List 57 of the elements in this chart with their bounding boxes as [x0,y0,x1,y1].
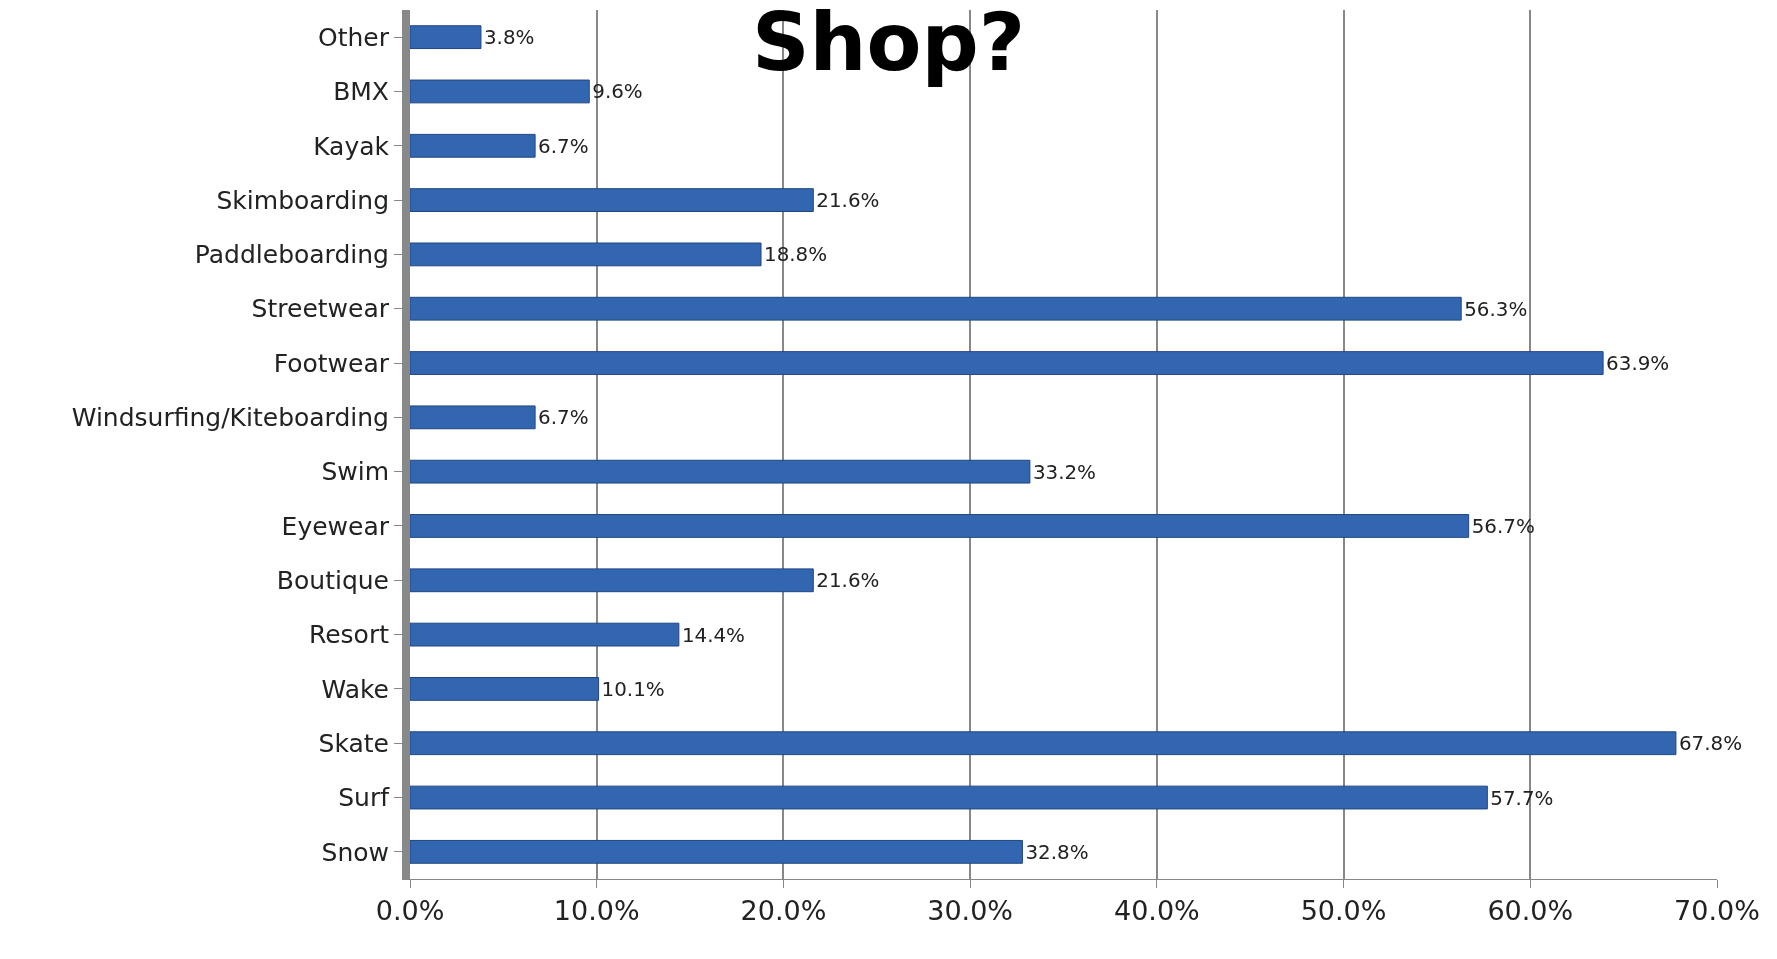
y-tick-label: Other [318,22,390,52]
y-tick-label: Eyewear [281,511,390,541]
x-tick-label: 10.0% [553,895,640,927]
bar [410,133,536,158]
data-label: 18.8% [764,243,828,267]
data-label: 9.6% [592,80,643,104]
data-label: 32.8% [1025,840,1089,864]
bar [410,459,1031,484]
x-tick-label: 40.0% [1113,895,1200,927]
data-label: 56.7% [1471,514,1535,538]
x-tick-label: 50.0% [1300,895,1387,927]
y-tick-label: Snow [321,837,389,867]
data-label: 14.4% [681,623,745,647]
data-label: 3.8% [483,26,535,50]
x-tick-label: 60.0% [1487,895,1574,927]
y-tick-label: Streetwear [251,294,390,324]
bar [410,25,482,50]
chart-title: Shop? [751,0,1026,90]
bar [410,296,1462,321]
y-tick-label: Skate [318,728,389,758]
bar [410,514,1470,538]
bar [410,351,1604,375]
data-label: 21.6% [816,189,880,213]
data-label: 6.7% [538,134,589,158]
y-tick-label: Resort [308,620,390,650]
bar [410,839,1023,864]
data-label: 67.8% [1678,732,1743,756]
y-tick-label: Footwear [273,348,390,378]
bar [410,568,814,593]
x-tick-label: 0.0% [375,895,445,927]
data-label: 6.7% [538,406,589,430]
y-tick-label: Windsurfing/Kiteboarding [71,403,389,433]
y-tick-label: Wake [321,674,389,704]
data-label: 10.1% [601,677,665,701]
data-label: 63.9% [1606,352,1670,376]
bar [410,188,814,212]
bar [410,785,1488,810]
y-tick-label: Kayak [313,131,390,161]
y-tick-label: Boutique [276,566,389,596]
data-label: 33.2% [1032,460,1096,484]
data-label: 21.6% [816,569,880,593]
y-tick-label: Skimboarding [216,185,389,215]
y-tick-label: BMX [333,77,389,107]
x-tick-label: 30.0% [927,895,1014,927]
bar [410,677,600,701]
bar [410,242,762,267]
y-tick-label: Swim [321,457,389,487]
bar [410,405,536,430]
bar [410,79,590,104]
bar [410,622,680,647]
data-label: 57.7% [1490,786,1554,810]
x-tick-label: 70.0% [1674,895,1760,927]
y-tick-label: Surf [338,783,391,813]
bar [410,731,1677,756]
data-label: 56.3% [1464,297,1528,321]
y-tick-label: Paddleboarding [194,240,389,270]
x-tick-label: 20.0% [740,895,827,927]
